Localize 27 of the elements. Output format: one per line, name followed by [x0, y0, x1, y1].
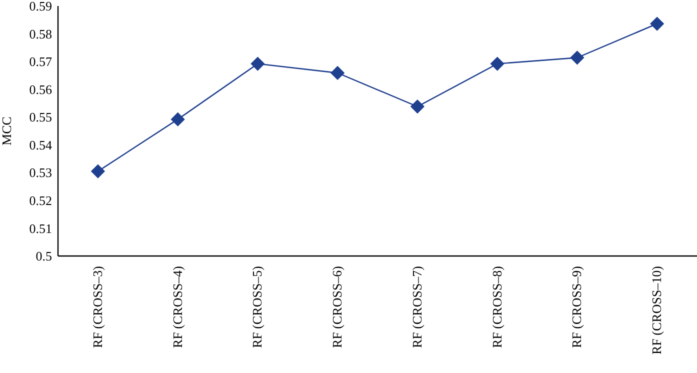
point [250, 56, 265, 71]
y-tick-label: 0.57 [29, 54, 52, 70]
x-tick-label: RF (CROSS–4) [170, 266, 185, 348]
point [90, 164, 106, 178]
y-tick-label: 0.55 [29, 110, 52, 125]
x-tick-label: RF (CROSS–7) [409, 266, 424, 348]
x-tick-label: RF (CROSS–6) [330, 266, 345, 348]
y-tick-label: 0.53 [29, 165, 52, 180]
y-tick-label: 0.5 [36, 248, 52, 264]
y-tick-label: 0.59 [29, 0, 52, 14]
x-tick-label: RF (CROSS–10) [649, 266, 664, 354]
y-tick-label: 0.56 [29, 82, 52, 97]
x-tick-label: RF (CROSS–9) [569, 266, 584, 348]
y-tick-label: 0.51 [29, 220, 52, 236]
x-tick-label: RF (CROSS–3) [90, 266, 105, 348]
x-tick-label: RF (CROSS–5) [250, 266, 265, 348]
point [490, 56, 504, 71]
point [410, 99, 425, 114]
y-tick-label: 0.54 [29, 137, 52, 152]
y-tick-label: 0.52 [29, 192, 52, 208]
point [650, 16, 664, 31]
y-tick-label: 0.58 [29, 26, 52, 42]
x-tick-label: RF (CROSS–8) [489, 266, 504, 348]
point [170, 112, 185, 126]
point [570, 50, 584, 65]
point [330, 66, 345, 80]
y-axis-title: MCC [0, 116, 14, 146]
